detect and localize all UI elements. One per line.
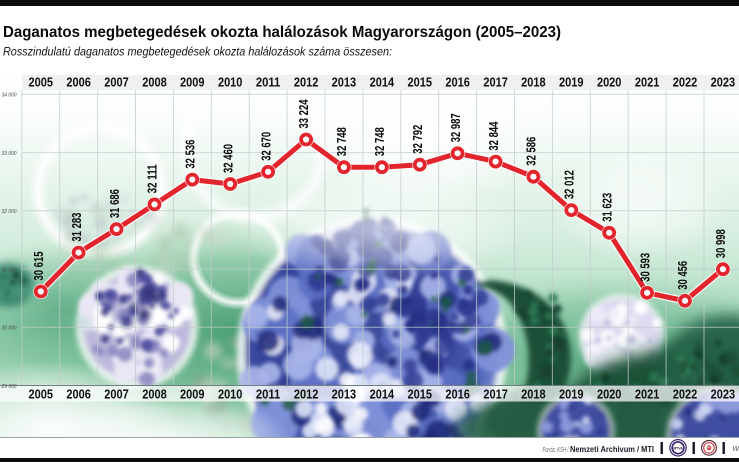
svg-text:2023: 2023 <box>711 76 736 90</box>
svg-text:32 748: 32 748 <box>335 127 349 156</box>
svg-text:31 283: 31 283 <box>70 213 84 242</box>
svg-text:32 012: 32 012 <box>563 170 577 199</box>
svg-text:32 670: 32 670 <box>259 132 273 161</box>
svg-text:2018: 2018 <box>521 388 546 402</box>
svg-text:2010: 2010 <box>218 388 243 402</box>
svg-text:2007: 2007 <box>104 388 129 402</box>
svg-text:2022: 2022 <box>673 76 698 90</box>
svg-text:2011: 2011 <box>256 76 281 90</box>
svg-text:2016: 2016 <box>445 76 470 90</box>
svg-text:Forrás: KSH /: Forrás: KSH / <box>543 445 570 454</box>
svg-text:32 792: 32 792 <box>411 125 425 154</box>
svg-text:2005: 2005 <box>29 388 54 402</box>
svg-text:2006: 2006 <box>66 388 91 402</box>
svg-text:2015: 2015 <box>408 388 433 402</box>
svg-text:2022: 2022 <box>673 388 698 402</box>
svg-text:2012: 2012 <box>294 76 319 90</box>
svg-text:2020: 2020 <box>597 388 622 402</box>
svg-text:2013: 2013 <box>332 76 357 90</box>
svg-text:2008: 2008 <box>142 388 167 402</box>
svg-text:30 593: 30 593 <box>638 253 652 282</box>
svg-text:MTI: MTI <box>707 447 711 450</box>
svg-text:2012: 2012 <box>294 388 319 402</box>
svg-text:2014: 2014 <box>370 388 395 402</box>
svg-text:2021: 2021 <box>635 388 660 402</box>
svg-text:2018: 2018 <box>521 76 546 90</box>
svg-text:2014: 2014 <box>370 76 395 90</box>
svg-text:32 536: 32 536 <box>184 140 198 169</box>
svg-text:2021: 2021 <box>635 76 660 90</box>
svg-text:2013: 2013 <box>332 388 357 402</box>
svg-text:2005: 2005 <box>29 76 54 90</box>
svg-text:31 686: 31 686 <box>108 189 122 218</box>
svg-text:2009: 2009 <box>180 76 205 90</box>
svg-text:2017: 2017 <box>483 76 508 90</box>
svg-text:2020: 2020 <box>597 76 622 90</box>
svg-text:www.: www. <box>733 443 739 453</box>
svg-text:2011: 2011 <box>256 388 281 402</box>
svg-text:34 000: 34 000 <box>2 93 18 99</box>
svg-text:2016: 2016 <box>445 388 470 402</box>
svg-text:31 000: 31 000 <box>2 267 18 273</box>
svg-text:32 111: 32 111 <box>146 164 160 193</box>
svg-text:MTVA: MTVA <box>673 446 683 450</box>
svg-text:2007: 2007 <box>104 76 129 90</box>
svg-text:32 460: 32 460 <box>221 144 235 173</box>
svg-text:33 224: 33 224 <box>297 99 311 128</box>
svg-text:2017: 2017 <box>483 388 508 402</box>
svg-text:32 748: 32 748 <box>373 127 387 156</box>
svg-text:32 987: 32 987 <box>449 113 463 142</box>
svg-text:30 456: 30 456 <box>676 261 690 290</box>
svg-text:2015: 2015 <box>408 76 433 90</box>
svg-text:Nemzeti Archivum / MTI: Nemzeti Archivum / MTI <box>570 444 654 454</box>
svg-text:29 000: 29 000 <box>1 384 17 390</box>
svg-text:31 623: 31 623 <box>600 193 614 222</box>
svg-text:30 000: 30 000 <box>2 326 18 332</box>
svg-text:32 000: 32 000 <box>2 209 18 215</box>
svg-text:2023: 2023 <box>711 388 736 402</box>
svg-text:30 998: 30 998 <box>714 229 728 258</box>
svg-text:2010: 2010 <box>218 76 243 90</box>
svg-text:2019: 2019 <box>559 388 584 402</box>
svg-text:32 844: 32 844 <box>487 122 501 151</box>
svg-text:32 586: 32 586 <box>525 137 539 166</box>
svg-text:33 000: 33 000 <box>2 151 18 157</box>
svg-text:Daganatos megbetegedések okozt: Daganatos megbetegedések okozta halálozá… <box>3 24 561 41</box>
svg-text:2008: 2008 <box>142 76 167 90</box>
svg-text:2006: 2006 <box>66 76 91 90</box>
svg-text:30 615: 30 615 <box>32 251 46 280</box>
svg-text:2009: 2009 <box>180 388 205 402</box>
svg-text:2019: 2019 <box>559 76 584 90</box>
svg-text:Rosszindulatú daganatos megbet: Rosszindulatú daganatos megbetegedések o… <box>3 44 392 58</box>
